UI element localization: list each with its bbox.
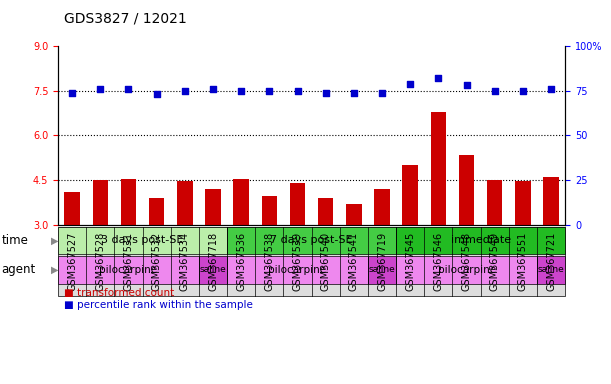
Bar: [459, 155, 474, 225]
Point: [349, 89, 359, 96]
Bar: [543, 177, 559, 225]
Text: ■ percentile rank within the sample: ■ percentile rank within the sample: [64, 300, 253, 310]
Point: [546, 86, 556, 92]
Point: [490, 88, 500, 94]
Point: [236, 88, 246, 94]
Bar: [318, 198, 334, 225]
Text: GSM367546: GSM367546: [433, 232, 444, 291]
Text: GSM367528: GSM367528: [95, 232, 105, 291]
Text: saline: saline: [200, 265, 227, 275]
Text: ▶: ▶: [51, 235, 58, 245]
Bar: [346, 204, 362, 225]
Point: [377, 89, 387, 96]
Text: GSM367536: GSM367536: [236, 232, 246, 291]
Text: GSM367534: GSM367534: [180, 232, 190, 291]
Text: pilocarpine: pilocarpine: [100, 265, 158, 275]
Text: GSM367532: GSM367532: [152, 232, 162, 291]
Text: GSM367721: GSM367721: [546, 232, 556, 291]
Text: GDS3827 / 12021: GDS3827 / 12021: [64, 12, 187, 25]
Bar: [233, 179, 249, 225]
Text: agent: agent: [1, 263, 35, 276]
Text: saline: saline: [368, 265, 395, 275]
Text: 3 days post-SE: 3 days post-SE: [101, 235, 184, 245]
Bar: [92, 180, 108, 225]
Point: [405, 81, 415, 87]
Text: GSM367541: GSM367541: [349, 232, 359, 291]
Bar: [121, 179, 136, 225]
Bar: [290, 183, 306, 225]
Point: [321, 89, 331, 96]
Bar: [149, 198, 164, 225]
Text: GSM367719: GSM367719: [377, 232, 387, 291]
Point: [434, 75, 444, 81]
Text: ■ transformed count: ■ transformed count: [64, 288, 174, 298]
Text: GSM367540: GSM367540: [321, 232, 331, 291]
Bar: [487, 180, 502, 225]
Text: GSM367527: GSM367527: [67, 232, 77, 291]
Text: pilocarpine: pilocarpine: [437, 265, 496, 275]
Text: GSM367549: GSM367549: [490, 232, 500, 291]
Text: GSM367548: GSM367548: [461, 232, 472, 291]
Bar: [64, 192, 80, 225]
Point: [208, 86, 218, 92]
Text: GSM367551: GSM367551: [518, 232, 528, 291]
Text: GSM367531: GSM367531: [123, 232, 133, 291]
Bar: [431, 112, 446, 225]
Text: pilocarpine: pilocarpine: [268, 265, 327, 275]
Point: [67, 89, 77, 96]
Text: GSM367545: GSM367545: [405, 232, 415, 291]
Bar: [205, 189, 221, 225]
Point: [123, 86, 133, 92]
Bar: [375, 189, 390, 225]
Bar: [177, 182, 192, 225]
Point: [518, 88, 528, 94]
Text: ▶: ▶: [51, 265, 58, 275]
Point: [265, 88, 274, 94]
Bar: [262, 196, 277, 225]
Text: 7 days post-SE: 7 days post-SE: [270, 235, 353, 245]
Point: [462, 82, 472, 88]
Point: [152, 91, 161, 98]
Text: saline: saline: [538, 265, 565, 275]
Point: [95, 86, 105, 92]
Text: time: time: [1, 234, 28, 247]
Bar: [515, 182, 531, 225]
Text: GSM367718: GSM367718: [208, 232, 218, 291]
Point: [180, 88, 189, 94]
Point: [293, 88, 302, 94]
Text: GSM367539: GSM367539: [293, 232, 302, 291]
Text: immediate: immediate: [450, 235, 511, 245]
Bar: [403, 165, 418, 225]
Text: GSM367538: GSM367538: [265, 232, 274, 291]
